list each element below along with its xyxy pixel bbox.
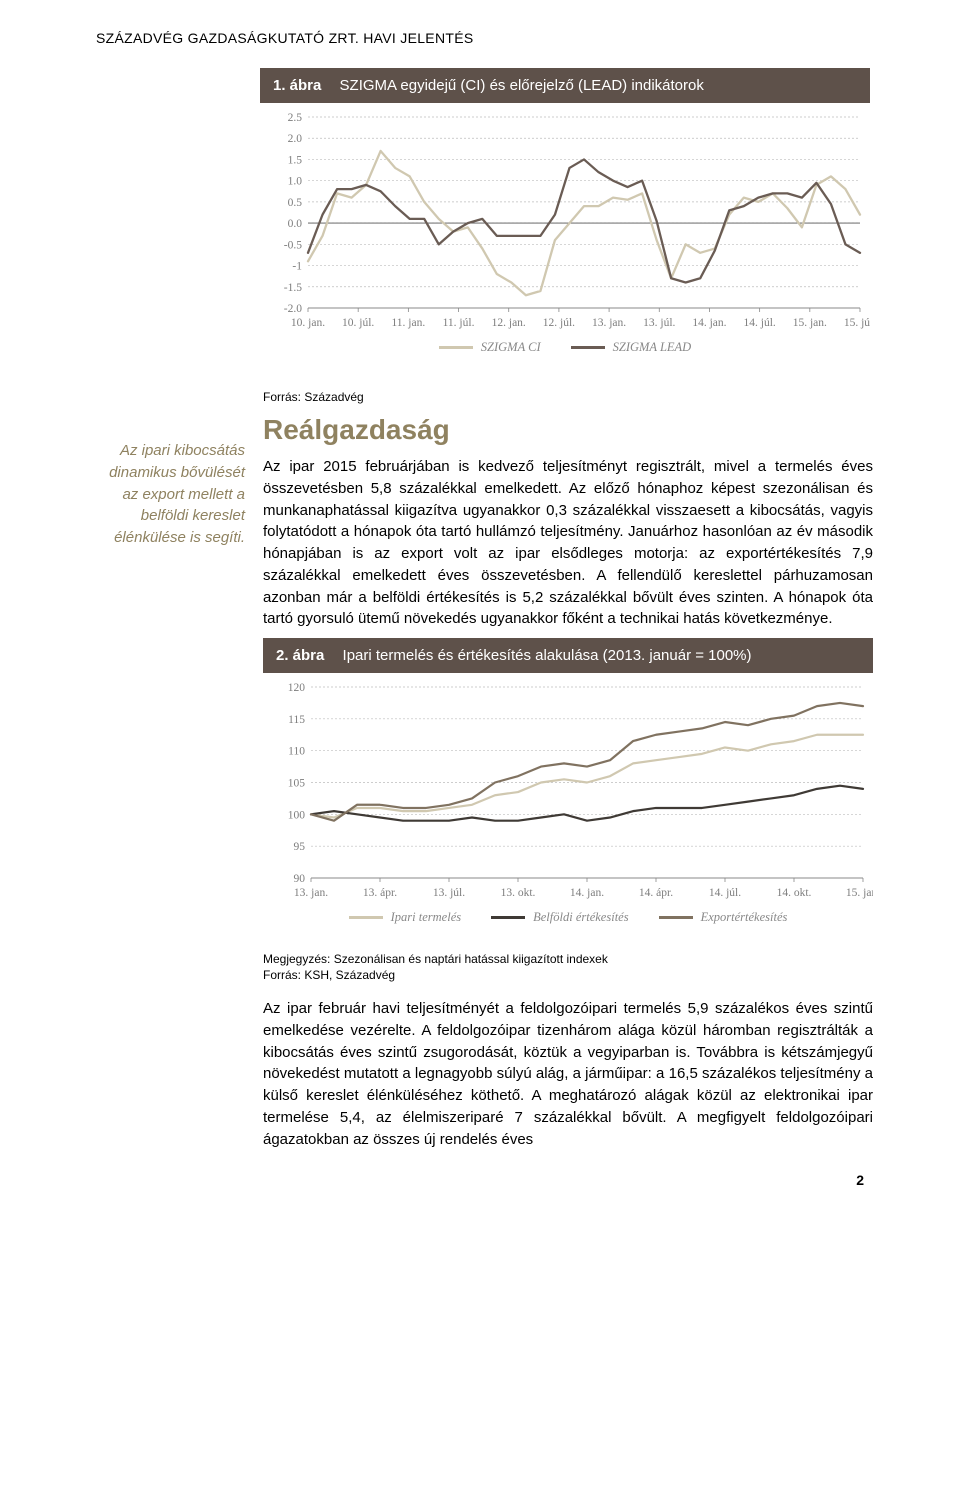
sidebar-note: Az ipari kibocsátás dinamikus bővülését …: [90, 376, 245, 1158]
svg-text:-0.5: -0.5: [284, 239, 302, 251]
svg-text:11. júl.: 11. júl.: [443, 317, 475, 329]
legend-item: SZIGMA CI: [439, 340, 541, 355]
svg-text:13. ápr.: 13. ápr.: [363, 887, 397, 899]
svg-text:15. jan.: 15. jan.: [793, 317, 827, 329]
page-header: SZÁZADVÉG GAZDASÁGKUTATÓ ZRT. HAVI JELEN…: [90, 30, 870, 46]
svg-text:0.0: 0.0: [288, 218, 303, 230]
svg-text:115: 115: [288, 714, 305, 726]
svg-text:10. jan.: 10. jan.: [291, 317, 325, 329]
svg-text:14. okt.: 14. okt.: [777, 887, 812, 899]
svg-text:13. júl.: 13. júl.: [643, 317, 675, 329]
svg-text:2.0: 2.0: [288, 133, 303, 145]
chart1-fig-title: SZIGMA egyidejű (CI) és előrejelző (LEAD…: [340, 77, 704, 94]
chart1-fig-num: 1. ábra: [273, 77, 321, 94]
legend-item: SZIGMA LEAD: [571, 340, 692, 355]
legend-swatch: [571, 346, 605, 349]
svg-text:11. jan.: 11. jan.: [391, 317, 425, 329]
svg-text:14. ápr.: 14. ápr.: [639, 887, 673, 899]
page-number: 2: [90, 1172, 870, 1188]
legend-item: Belföldi értékesítés: [491, 910, 628, 925]
paragraph-2: Az ipar február havi teljesítményét a fe…: [263, 998, 873, 1150]
svg-text:14. júl.: 14. júl.: [744, 317, 776, 329]
svg-text:-1: -1: [292, 261, 302, 273]
chart2-fig-title: Ipari termelés és értékesítés alakulása …: [343, 647, 752, 664]
legend-swatch: [491, 916, 525, 919]
svg-text:10. júl.: 10. júl.: [342, 317, 374, 329]
svg-text:13. okt.: 13. okt.: [501, 887, 536, 899]
legend-swatch: [439, 346, 473, 349]
svg-text:110: 110: [288, 746, 305, 758]
legend-label: Ipari termelés: [391, 910, 461, 925]
svg-text:13. júl.: 13. júl.: [433, 887, 465, 899]
svg-text:-2.0: -2.0: [284, 303, 302, 315]
svg-text:-1.5: -1.5: [284, 282, 302, 294]
svg-text:120: 120: [288, 682, 306, 694]
svg-text:95: 95: [294, 841, 306, 853]
chart1-title-bar: 1. ábra SZIGMA egyidejű (CI) és előrejel…: [260, 68, 870, 103]
legend-swatch: [349, 916, 383, 919]
legend-label: Belföldi értékesítés: [533, 910, 628, 925]
chart2-note: Megjegyzés: Szezonálisan és naptári hatá…: [263, 952, 873, 966]
svg-text:105: 105: [288, 778, 306, 790]
svg-text:15. jan.: 15. jan.: [846, 887, 873, 899]
chart1-canvas: -2.0 -1.5 -1 -0.5 0.0 0.5 1.0 1.5 2.0 2.5 10. jan.…: [260, 103, 870, 368]
svg-text:1.0: 1.0: [288, 176, 303, 188]
legend-item: Ipari termelés: [349, 910, 461, 925]
svg-text:14. jan.: 14. jan.: [570, 887, 604, 899]
legend-item: Exportértékesítés: [659, 910, 788, 925]
section-heading: Reálgazdaság: [263, 414, 873, 446]
chart2-legend: Ipari termelés Belföldi értékesítés Export…: [263, 904, 873, 933]
chart2-source: Forrás: KSH, Századvég: [263, 968, 873, 982]
svg-text:0.5: 0.5: [288, 197, 303, 209]
svg-text:90: 90: [294, 873, 306, 885]
svg-text:14. jan.: 14. jan.: [692, 317, 726, 329]
chart1-legend: SZIGMA CI SZIGMA LEAD: [260, 334, 870, 363]
svg-text:13. jan.: 13. jan.: [294, 887, 328, 899]
chart2-title-bar: 2. ábra Ipari termelés és értékesítés al…: [263, 638, 873, 673]
paragraph-1: Az ipar 2015 februárjában is kedvező tel…: [263, 456, 873, 630]
chart1-source: Forrás: Századvég: [263, 390, 873, 404]
chart2-canvas: 90 95 100 105 110 115 120 13. jan. 13. ápr. 13. j…: [263, 673, 873, 938]
legend-label: Exportértékesítés: [701, 910, 788, 925]
svg-text:12. júl.: 12. júl.: [543, 317, 575, 329]
svg-text:12. jan.: 12. jan.: [492, 317, 526, 329]
svg-text:15. júl.: 15. júl.: [844, 317, 870, 329]
svg-text:1.5: 1.5: [288, 154, 303, 166]
svg-text:2.5: 2.5: [288, 112, 303, 124]
chart2-fig-num: 2. ábra: [276, 647, 324, 664]
legend-label: SZIGMA LEAD: [613, 340, 692, 355]
svg-text:13. jan.: 13. jan.: [592, 317, 626, 329]
legend-swatch: [659, 916, 693, 919]
svg-text:100: 100: [288, 809, 306, 821]
svg-text:14. júl.: 14. júl.: [709, 887, 741, 899]
legend-label: SZIGMA CI: [481, 340, 541, 355]
